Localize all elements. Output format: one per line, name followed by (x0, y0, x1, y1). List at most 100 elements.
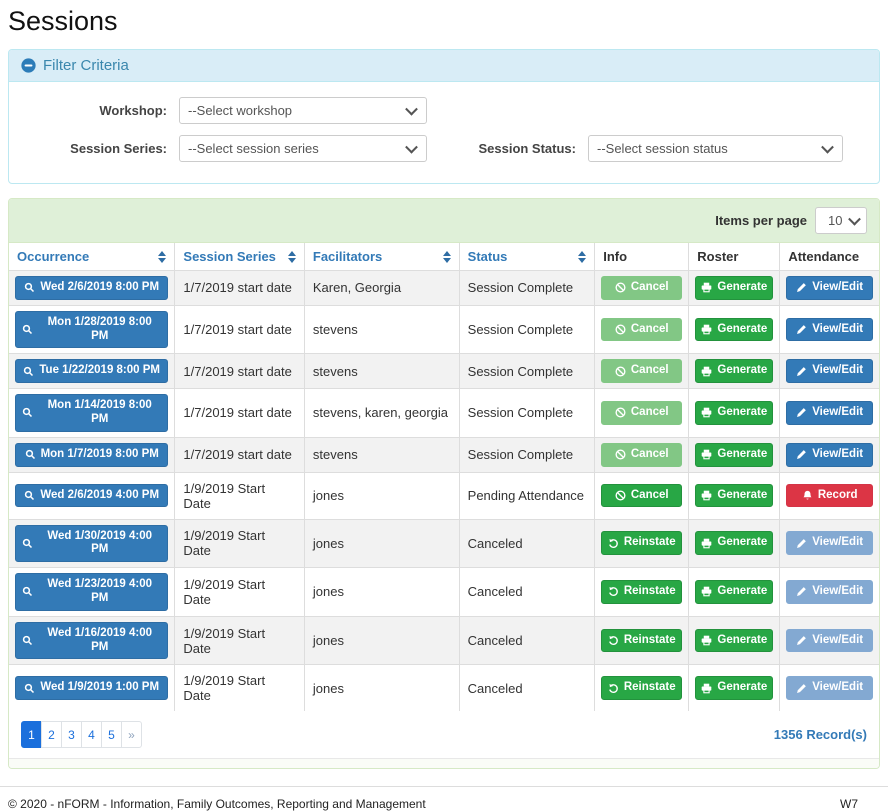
reinstate-button[interactable]: Reinstate (601, 628, 683, 653)
printer-icon (701, 635, 712, 646)
search-icon (22, 635, 33, 646)
generate-button[interactable]: Generate (695, 628, 774, 653)
cancel-button[interactable]: Cancel (601, 276, 683, 300)
table-row: Wed 1/9/2019 1:00 PM 1/9/2019 Start Date… (9, 664, 879, 712)
pagination-page-3[interactable]: 3 (61, 721, 82, 749)
occurrence-button[interactable]: Wed 2/6/2019 8:00 PM (15, 276, 169, 300)
view-edit-button[interactable]: View/Edit (786, 442, 873, 467)
table-row: Wed 2/6/2019 8:00 PM 1/7/2019 start date… (9, 270, 879, 306)
generate-button[interactable]: Generate (695, 676, 774, 701)
filter-panel-title: Filter Criteria (43, 57, 129, 74)
view-edit-button[interactable]: View/Edit (786, 531, 873, 556)
column-header-roster: Roster (688, 243, 780, 271)
generate-button[interactable]: Generate (695, 531, 774, 556)
workshop-select[interactable]: --Select workshop (179, 97, 427, 124)
status-cell: Pending Attendance (458, 471, 595, 520)
printer-icon (701, 366, 712, 377)
reinstate-button[interactable]: Reinstate (601, 580, 683, 604)
facilitators-cell: stevens (303, 436, 460, 473)
view-edit-button[interactable]: View/Edit (786, 276, 873, 300)
facilitators-cell: Karen, Georgia (303, 270, 460, 306)
view-edit-button[interactable]: View/Edit (786, 580, 873, 604)
column-header-session-series[interactable]: Session Series (174, 243, 305, 271)
occurrence-button[interactable]: Wed 1/23/2019 4:00 PM (15, 573, 169, 611)
pencil-icon (796, 366, 807, 377)
occurrence-button[interactable]: Mon 1/28/2019 8:00 PM (15, 310, 169, 349)
cancel-button[interactable]: Cancel (601, 442, 683, 467)
session-series-cell: 1/7/2019 start date (174, 304, 305, 354)
search-icon (23, 366, 34, 377)
column-header-occurrence[interactable]: Occurrence (9, 243, 175, 271)
chevron-down-icon-wrap: --Select workshop (179, 97, 427, 124)
generate-button[interactable]: Generate (695, 483, 774, 508)
generate-button[interactable]: Generate (695, 359, 774, 384)
ban-icon (615, 324, 626, 335)
view-edit-button[interactable]: View/Edit (786, 317, 873, 342)
generate-button[interactable]: Generate (695, 442, 774, 467)
view-edit-button[interactable]: View/Edit (786, 628, 873, 653)
table-row: Mon 1/7/2019 8:00 PM 1/7/2019 start date… (9, 436, 879, 473)
items-per-page-label: Items per page (715, 213, 807, 228)
pagination-page-1[interactable]: 1 (21, 721, 42, 749)
ban-icon (615, 407, 626, 418)
column-header-facilitators[interactable]: Facilitators (303, 243, 460, 271)
generate-button[interactable]: Generate (695, 401, 774, 425)
page-title: Sessions (8, 6, 118, 36)
sort-icon (158, 251, 166, 263)
cancel-button[interactable]: Cancel (601, 359, 683, 384)
facilitators-cell: jones (303, 471, 460, 520)
record-button[interactable]: Record (786, 483, 873, 508)
occurrence-button[interactable]: Wed 1/30/2019 4:00 PM (15, 524, 169, 563)
occurrence-button[interactable]: Mon 1/7/2019 8:00 PM (15, 442, 169, 467)
facilitators-cell: stevens, karen, georgia (303, 388, 460, 438)
pagination-page-5[interactable]: 5 (101, 721, 122, 749)
occurrence-button[interactable]: Tue 1/22/2019 8:00 PM (15, 359, 169, 384)
view-edit-button[interactable]: View/Edit (786, 359, 873, 384)
pencil-icon (796, 586, 807, 597)
workshop-label: Workshop: (99, 103, 167, 118)
rotate-left-icon (608, 538, 619, 549)
cancel-button[interactable]: Cancel (601, 483, 683, 508)
search-icon (22, 586, 33, 597)
session-status-label: Session Status: (478, 141, 576, 156)
search-icon (24, 683, 35, 694)
reinstate-button[interactable]: Reinstate (601, 676, 683, 701)
reinstate-button[interactable]: Reinstate (601, 531, 683, 556)
pagination-page-2[interactable]: 2 (41, 721, 62, 749)
pencil-icon (796, 635, 807, 646)
table-footer-bar: 1 2 3 4 5 » 1356 Record(s) (9, 711, 879, 759)
printer-icon (701, 586, 712, 597)
occurrence-button[interactable]: Wed 2/6/2019 4:00 PM (15, 483, 169, 508)
session-series-select[interactable]: --Select session series (179, 135, 427, 162)
table-row: Mon 1/14/2019 8:00 PM 1/7/2019 start dat… (9, 388, 879, 438)
pagination-page-4[interactable]: 4 (81, 721, 102, 749)
view-edit-button[interactable]: View/Edit (786, 676, 873, 701)
rotate-left-icon (608, 586, 619, 597)
minus-circle-icon (21, 58, 36, 73)
occurrence-button[interactable]: Wed 1/9/2019 1:00 PM (15, 676, 169, 701)
cancel-button[interactable]: Cancel (601, 317, 683, 342)
table-toolbar: Items per page 10 (9, 199, 879, 243)
filter-panel-header[interactable]: Filter Criteria (9, 50, 879, 82)
generate-button[interactable]: Generate (695, 276, 774, 300)
items-per-page-select[interactable]: 10 (815, 207, 867, 234)
printer-icon (701, 282, 712, 293)
column-header-status[interactable]: Status (458, 243, 595, 271)
facilitators-cell: stevens (303, 304, 460, 354)
table-header-row: Occurrence Session Series Facilitators S… (9, 243, 879, 271)
generate-button[interactable]: Generate (695, 317, 774, 342)
chevron-down-icon-wrap: 10 (815, 207, 867, 234)
session-status-select[interactable]: --Select session status (588, 135, 843, 162)
table-row: Wed 2/6/2019 4:00 PM 1/9/2019 Start Date… (9, 471, 879, 520)
pagination-next[interactable]: » (121, 721, 142, 749)
cancel-button[interactable]: Cancel (601, 401, 683, 425)
table-row: Wed 1/30/2019 4:00 PM 1/9/2019 Start Dat… (9, 518, 879, 568)
session-series-cell: 1/9/2019 Start Date (174, 471, 305, 520)
table-row: Wed 1/23/2019 4:00 PM 1/9/2019 Start Dat… (9, 567, 879, 617)
view-edit-button[interactable]: View/Edit (786, 401, 873, 425)
rotate-left-icon (608, 683, 619, 694)
occurrence-button[interactable]: Wed 1/16/2019 4:00 PM (15, 621, 169, 660)
occurrence-button[interactable]: Mon 1/14/2019 8:00 PM (15, 394, 169, 432)
generate-button[interactable]: Generate (695, 580, 774, 604)
table-row: Wed 1/16/2019 4:00 PM 1/9/2019 Start Dat… (9, 615, 879, 665)
